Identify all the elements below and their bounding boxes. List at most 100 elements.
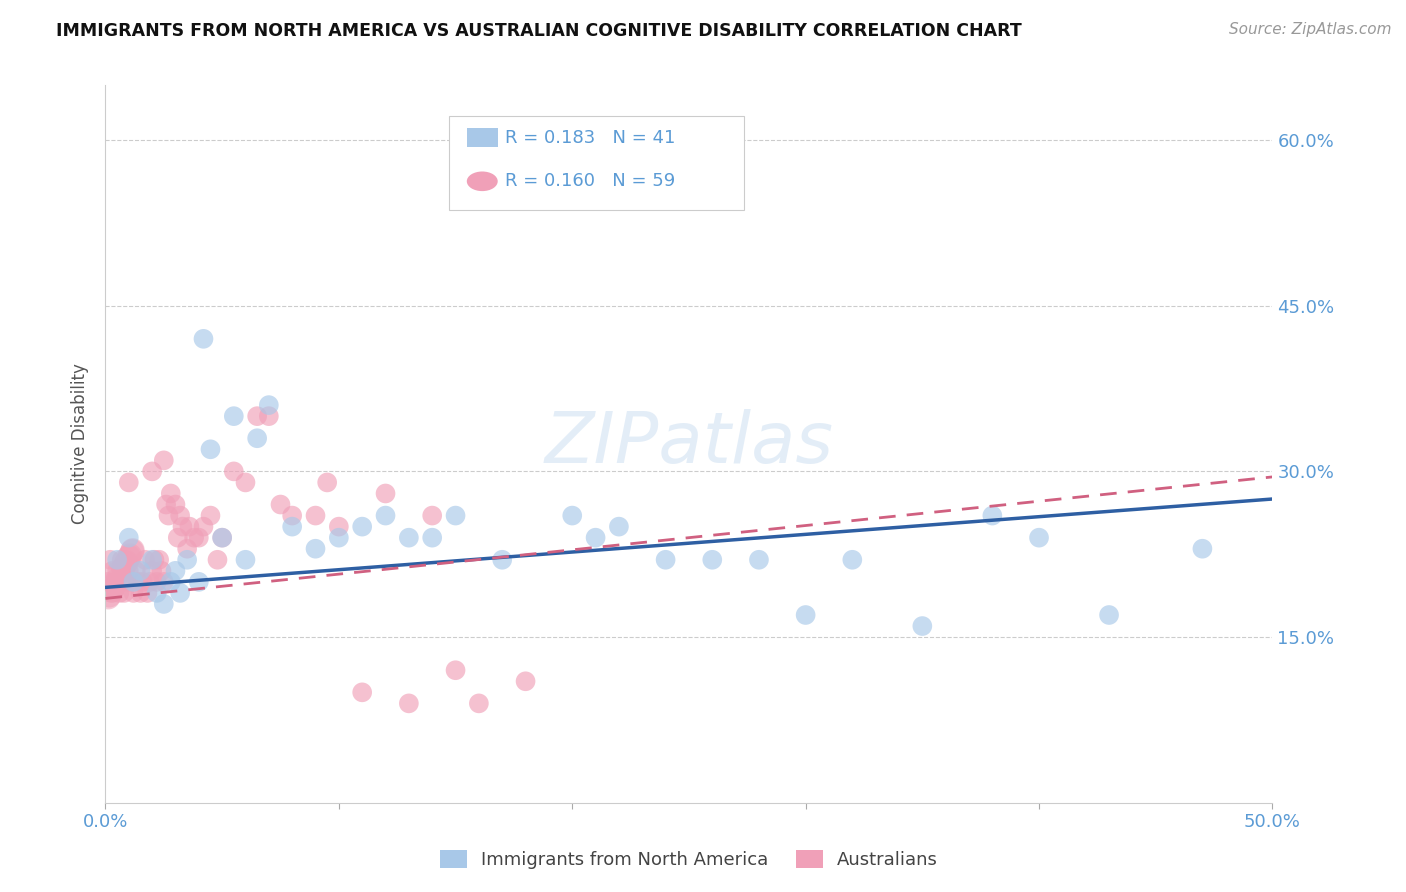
Point: [328, 519, 350, 533]
Point: [103, 581, 125, 595]
Point: [374, 508, 396, 523]
Point: [235, 553, 257, 567]
Y-axis label: Cognitive Disability: Cognitive Disability: [72, 363, 90, 524]
Point: [112, 562, 135, 576]
Text: IMMIGRANTS FROM NORTH AMERICA VS AUSTRALIAN COGNITIVE DISABILITY CORRELATION CHA: IMMIGRANTS FROM NORTH AMERICA VS AUSTRAL…: [56, 22, 1022, 40]
Point: [304, 508, 326, 523]
Point: [444, 663, 467, 677]
Point: [468, 697, 491, 711]
Point: [222, 409, 245, 424]
Point: [111, 553, 134, 567]
Point: [420, 508, 443, 523]
Point: [134, 553, 156, 567]
Point: [702, 553, 724, 567]
Point: [159, 574, 181, 589]
Point: [146, 574, 169, 589]
Text: R = 0.183   N = 41: R = 0.183 N = 41: [505, 128, 675, 146]
Point: [141, 564, 163, 578]
Point: [352, 519, 374, 533]
Point: [157, 508, 180, 523]
Point: [129, 586, 152, 600]
Legend: Immigrants from North America, Australians: Immigrants from North America, Australia…: [433, 843, 945, 876]
Point: [491, 553, 513, 567]
Point: [166, 531, 188, 545]
Point: [125, 564, 148, 578]
Point: [794, 607, 817, 622]
Point: [235, 475, 257, 490]
Point: [121, 543, 143, 558]
Point: [257, 398, 280, 412]
Point: [607, 519, 630, 533]
Point: [146, 586, 169, 600]
Point: [246, 409, 269, 424]
Point: [98, 553, 121, 567]
Point: [515, 674, 537, 689]
Point: [112, 586, 135, 600]
Point: [420, 531, 443, 545]
Point: [112, 561, 135, 575]
Point: [118, 549, 141, 563]
Point: [748, 553, 770, 567]
Point: [172, 519, 194, 533]
Point: [139, 574, 162, 589]
Point: [129, 564, 152, 578]
Point: [193, 332, 215, 346]
Point: [118, 531, 141, 545]
Point: [105, 573, 128, 587]
Point: [153, 597, 174, 611]
Point: [108, 586, 131, 600]
Point: [98, 589, 121, 603]
Point: [159, 486, 181, 500]
Point: [444, 508, 467, 523]
Point: [183, 531, 205, 545]
Point: [143, 553, 166, 567]
Point: [1191, 541, 1213, 556]
Point: [165, 498, 187, 512]
Point: [132, 574, 155, 589]
Point: [115, 555, 138, 569]
Point: [211, 531, 233, 545]
Point: [1098, 607, 1121, 622]
Point: [654, 553, 676, 567]
Point: [155, 498, 177, 512]
Point: [105, 564, 128, 578]
Point: [1028, 531, 1050, 545]
Point: [97, 591, 120, 605]
Point: [101, 564, 124, 578]
Point: [122, 586, 145, 600]
Point: [148, 553, 170, 567]
Point: [153, 574, 174, 589]
Point: [200, 508, 222, 523]
Point: [105, 553, 128, 567]
Point: [141, 553, 163, 567]
Point: [169, 586, 191, 600]
Point: [176, 541, 198, 556]
Point: [561, 508, 583, 523]
Point: [127, 574, 149, 589]
Point: [97, 574, 120, 589]
Point: [585, 531, 607, 545]
Text: ZIPatlas: ZIPatlas: [544, 409, 834, 478]
Point: [270, 498, 292, 512]
Point: [101, 583, 124, 598]
Point: [398, 531, 420, 545]
Point: [136, 586, 159, 600]
Point: [169, 508, 191, 523]
Point: [150, 564, 173, 578]
Point: [141, 464, 163, 478]
Point: [257, 409, 280, 424]
Point: [200, 442, 222, 457]
Point: [981, 508, 1004, 523]
Point: [176, 553, 198, 567]
Point: [207, 553, 229, 567]
Point: [352, 685, 374, 699]
Point: [122, 574, 145, 589]
Point: [841, 553, 863, 567]
Point: [153, 453, 174, 467]
Point: [165, 564, 187, 578]
Point: [246, 431, 269, 445]
Point: [398, 697, 420, 711]
Point: [304, 541, 326, 556]
Point: [118, 549, 141, 564]
Point: [120, 574, 142, 589]
